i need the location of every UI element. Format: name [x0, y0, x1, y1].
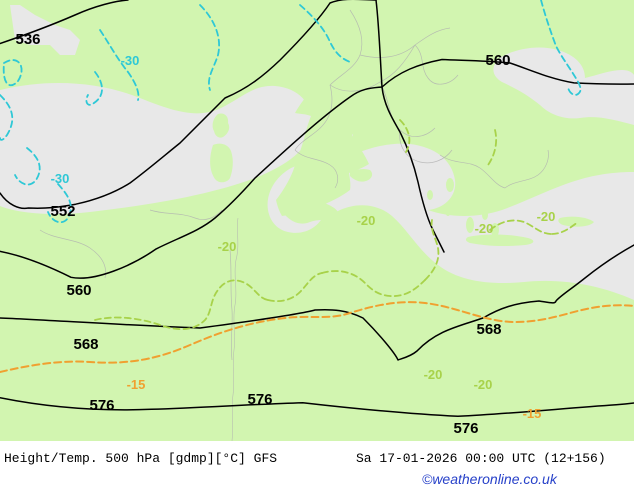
svg-text:-30: -30: [121, 53, 140, 68]
svg-text:576: 576: [89, 397, 114, 414]
svg-text:-30: -30: [51, 171, 70, 186]
svg-text:552: 552: [50, 203, 75, 220]
svg-text:576: 576: [453, 420, 478, 437]
svg-text:-15: -15: [127, 377, 146, 392]
svg-text:-20: -20: [424, 367, 443, 382]
svg-text:568: 568: [476, 321, 501, 338]
svg-text:-20: -20: [474, 377, 493, 392]
svg-text:-15: -15: [523, 406, 542, 421]
svg-text:-20: -20: [537, 209, 556, 224]
svg-text:-20: -20: [475, 221, 494, 236]
svg-text:568: 568: [73, 336, 98, 353]
svg-text:-20: -20: [357, 213, 376, 228]
svg-text:-20: -20: [218, 239, 237, 254]
svg-text:560: 560: [66, 282, 91, 299]
svg-text:576: 576: [247, 391, 272, 408]
svg-text:536: 536: [15, 31, 40, 48]
svg-text:560: 560: [485, 52, 510, 69]
